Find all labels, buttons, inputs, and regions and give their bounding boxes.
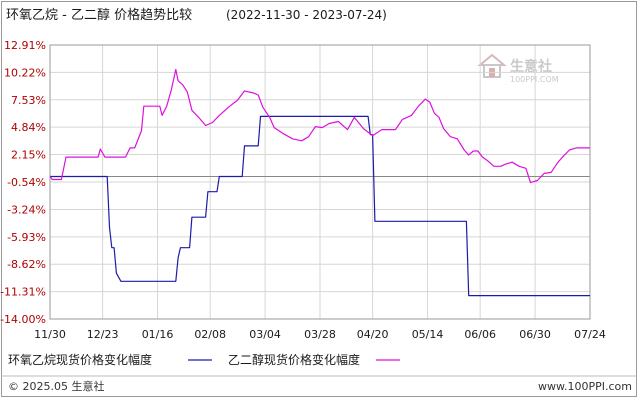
- x-tick-label: 06/06: [464, 328, 496, 341]
- legend: 环氧乙烷现货价格变化幅度 乙二醇现货价格变化幅度: [8, 352, 400, 367]
- series-line-2: [49, 68, 590, 184]
- y-tick-label: -0.54%: [7, 176, 46, 189]
- watermark-url: 100PPI.COM: [510, 75, 559, 84]
- chart-title: 环氧乙烷 - 乙二醇 价格趋势比较: [6, 7, 192, 23]
- watermark-name: 生意社: [510, 58, 552, 75]
- series-lines: [49, 68, 590, 297]
- y-tick-labels: 12.91% 10.22% 7.53% 4.84% 2.15% -0.54% -3.24% -…: [0, 39, 46, 326]
- footer-copyright: © 2025.05 生意社: [8, 379, 104, 393]
- legend-label-series-2: 乙二醇现货价格变化幅度: [228, 352, 360, 367]
- x-tick-label: 11/30: [34, 328, 66, 341]
- y-tick-label: 7.53%: [11, 94, 46, 107]
- axes: [49, 44, 591, 320]
- x-tick-label: 07/24: [574, 328, 606, 341]
- x-tick-label: 05/14: [412, 328, 444, 341]
- plot-border: [49, 44, 591, 320]
- x-tick-label: 03/28: [304, 328, 336, 341]
- y-tick-label: -11.31%: [0, 286, 46, 299]
- y-tick-label: 4.84%: [11, 121, 46, 134]
- legend-label-series-1: 环氧乙烷现货价格变化幅度: [8, 352, 152, 367]
- chart-date-range: (2022-11-30 - 2023-07-24): [226, 8, 387, 22]
- y-tick-label: 12.91%: [4, 39, 46, 52]
- grid: [49, 44, 591, 320]
- y-tick-label: -8.62%: [7, 258, 46, 271]
- x-tick-label: 03/04: [249, 328, 281, 341]
- watermark-logo: 生意社 100PPI.COM: [477, 53, 559, 84]
- x-tick-label: 12/23: [87, 328, 119, 341]
- footer-site-link[interactable]: www.100PPI.com: [538, 380, 632, 393]
- y-tick-label: 2.15%: [11, 149, 46, 162]
- x-tick-labels: 11/30 12/23 01/16 02/08 03/04 03/28 04/20 05/14…: [34, 328, 606, 341]
- y-tick-label: -3.24%: [7, 203, 46, 216]
- house-logo-icon: [477, 53, 507, 78]
- y-tick-label: -14.00%: [0, 313, 46, 326]
- x-tick-label: 06/30: [519, 328, 551, 341]
- x-tick-label: 04/20: [357, 328, 389, 341]
- x-tick-label: 02/08: [194, 328, 226, 341]
- y-tick-label: 10.22%: [4, 66, 46, 79]
- x-tick-label: 01/16: [142, 328, 174, 341]
- y-tick-label: -5.93%: [7, 231, 46, 244]
